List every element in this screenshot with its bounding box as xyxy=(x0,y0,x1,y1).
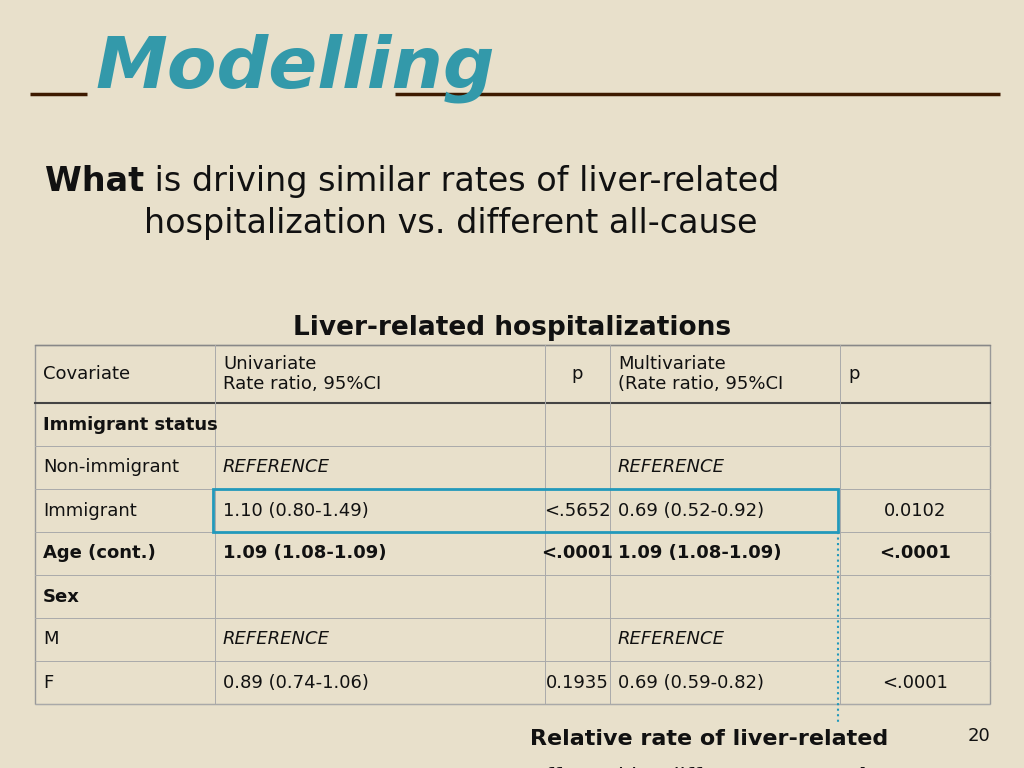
Text: 0.69 (0.59-0.82): 0.69 (0.59-0.82) xyxy=(618,674,764,691)
Text: Multivariate
(Rate ratio, 95%CI: Multivariate (Rate ratio, 95%CI xyxy=(618,355,783,393)
Text: 0.0102: 0.0102 xyxy=(884,502,946,519)
Text: <.0001: <.0001 xyxy=(542,545,613,562)
Text: p: p xyxy=(848,365,859,383)
Text: Liver-related hospitalizations: Liver-related hospitalizations xyxy=(293,315,731,341)
Text: Non-immigrant: Non-immigrant xyxy=(43,458,179,476)
Text: Age (cont.): Age (cont.) xyxy=(43,545,156,562)
Text: Covariate: Covariate xyxy=(43,365,130,383)
Text: M: M xyxy=(43,631,58,648)
Text: REFERENCE: REFERENCE xyxy=(223,458,330,476)
Text: <.0001: <.0001 xyxy=(879,545,951,562)
Text: <.5652: <.5652 xyxy=(544,502,610,519)
Text: Immigrant status: Immigrant status xyxy=(43,415,218,433)
Text: REFERENCE: REFERENCE xyxy=(618,631,725,648)
Text: <.0001: <.0001 xyxy=(882,674,948,691)
Text: affected by different: affected by different xyxy=(530,767,766,768)
Text: What: What xyxy=(45,165,144,198)
Text: 0.89 (0.74-1.06): 0.89 (0.74-1.06) xyxy=(223,674,369,691)
Text: 0.1935: 0.1935 xyxy=(546,674,609,691)
Text: 1.10 (0.80-1.49): 1.10 (0.80-1.49) xyxy=(223,502,369,519)
Text: Sex: Sex xyxy=(43,588,80,605)
Text: 0.69 (0.52-0.92): 0.69 (0.52-0.92) xyxy=(618,502,764,519)
Text: Univariate
Rate ratio, 95%CI: Univariate Rate ratio, 95%CI xyxy=(223,355,381,393)
Text: Immigrant: Immigrant xyxy=(43,502,137,519)
Bar xyxy=(35,345,990,704)
Bar xyxy=(213,489,838,532)
Text: 1.09 (1.08-1.09): 1.09 (1.08-1.09) xyxy=(618,545,781,562)
Text: Relative rate of liver-related: Relative rate of liver-related xyxy=(530,729,888,749)
Text: 1.09 (1.08-1.09): 1.09 (1.08-1.09) xyxy=(223,545,386,562)
Text: REFERENCE: REFERENCE xyxy=(223,631,330,648)
Text: 20: 20 xyxy=(968,727,990,745)
Text: is driving similar rates of liver-related
hospitalization vs. different all-caus: is driving similar rates of liver-relate… xyxy=(144,165,779,240)
Text: F: F xyxy=(43,674,53,691)
Text: age and: age and xyxy=(766,767,866,768)
Text: REFERENCE: REFERENCE xyxy=(618,458,725,476)
Text: p: p xyxy=(571,365,584,383)
Text: Modelling: Modelling xyxy=(95,33,495,103)
